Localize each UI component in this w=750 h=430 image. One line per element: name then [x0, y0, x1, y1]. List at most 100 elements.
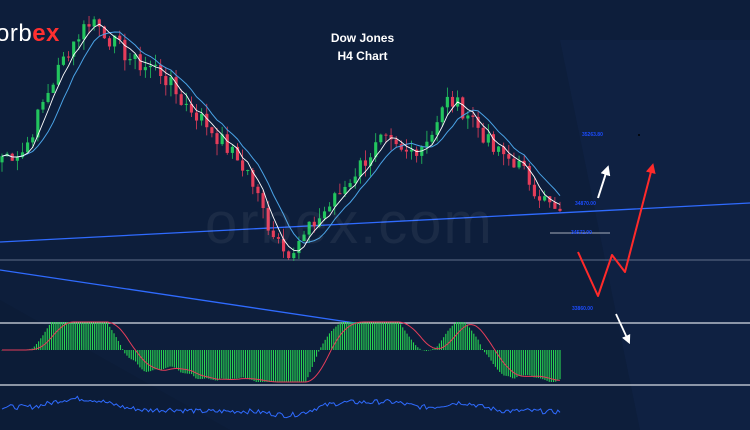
histogram-bar: [35, 344, 38, 350]
candle-body: [338, 193, 342, 195]
histogram-bar: [490, 350, 492, 361]
candle-body: [543, 196, 547, 201]
histogram-bar: [249, 350, 251, 380]
histogram-bar: [98, 322, 100, 350]
histogram-bar: [109, 326, 111, 350]
candle-body: [113, 35, 117, 47]
histogram-bar: [436, 346, 438, 350]
histogram-bar: [238, 350, 240, 379]
candle-body: [184, 103, 188, 105]
candle-body: [102, 26, 106, 39]
candle-body: [502, 146, 506, 155]
histogram-bar: [318, 350, 320, 352]
histogram-bar: [546, 350, 548, 381]
histogram-bar: [74, 322, 76, 350]
histogram-bar: [313, 350, 315, 362]
candle-body: [389, 135, 393, 140]
histogram-bar: [53, 322, 55, 350]
candle-body: [225, 134, 229, 153]
histogram-bar: [264, 350, 266, 382]
histogram-bar: [242, 350, 244, 378]
candle-body: [476, 116, 480, 128]
candle-body: [31, 137, 35, 143]
histogram-bar: [223, 350, 225, 379]
histogram-bar: [44, 331, 46, 350]
histogram-bar: [477, 339, 479, 350]
histogram-bar: [270, 350, 272, 382]
candle-body: [0, 156, 4, 163]
candle-body: [415, 149, 419, 156]
histogram-bar: [206, 350, 208, 379]
histogram-bar: [76, 322, 78, 350]
candle-body: [118, 35, 122, 40]
histogram-bar: [244, 350, 247, 379]
candle-body: [558, 208, 562, 211]
histogram-bar: [365, 322, 367, 350]
histogram-bar: [419, 348, 421, 350]
price-level-label: 33860.00: [572, 306, 593, 312]
histogram-bar: [91, 322, 94, 350]
histogram-bar: [72, 322, 74, 350]
histogram-bar: [219, 350, 221, 380]
histogram-bar: [236, 350, 238, 379]
candle-body: [26, 142, 30, 153]
histogram-bar: [333, 328, 335, 350]
histogram-bar: [85, 322, 87, 350]
histogram-bar: [378, 322, 380, 350]
histogram-bar: [507, 350, 509, 377]
histogram-bar: [193, 350, 195, 377]
candle-body: [36, 109, 40, 138]
histogram-bar: [173, 350, 175, 368]
candle-body: [271, 230, 275, 238]
histogram-bar: [268, 350, 270, 382]
histogram-bar: [328, 333, 331, 350]
candle-body: [169, 77, 173, 86]
histogram-bar: [225, 350, 227, 380]
candle-body: [281, 238, 286, 252]
histogram-bar: [150, 350, 152, 372]
histogram-bar: [481, 349, 483, 350]
histogram-bar: [479, 344, 481, 350]
candle-body: [343, 186, 347, 194]
candle-body: [353, 176, 357, 184]
histogram-bar: [227, 350, 229, 380]
histogram-bar: [475, 336, 477, 350]
candle-body: [307, 221, 311, 235]
background-panel: [560, 40, 750, 430]
histogram-bar: [311, 350, 313, 367]
histogram-bar: [354, 322, 356, 350]
histogram-bar: [473, 333, 475, 350]
histogram-bar: [175, 350, 178, 369]
histogram-bar: [540, 350, 542, 379]
candle-body: [537, 196, 542, 201]
histogram-bar: [320, 347, 322, 350]
candle-body: [230, 146, 234, 153]
histogram-bar: [275, 350, 277, 382]
scenario-down-arrow: [615, 313, 631, 345]
histogram-bar: [48, 324, 50, 350]
macd-signal-line: [2, 321, 561, 383]
histogram-bar: [309, 350, 311, 373]
candle-body: [491, 134, 496, 152]
histogram-bar: [128, 350, 130, 358]
histogram-bar: [66, 322, 68, 350]
histogram-bar: [51, 322, 53, 350]
histogram-bar: [518, 350, 520, 376]
histogram-bar: [169, 350, 171, 367]
histogram-bar: [391, 322, 393, 350]
histogram-bar: [182, 350, 184, 374]
candle-body: [20, 152, 25, 158]
histogram-bar: [445, 333, 447, 350]
candle-body: [553, 202, 557, 209]
histogram-bar: [135, 350, 137, 362]
histogram-bar: [322, 343, 324, 350]
histogram-bar: [359, 322, 361, 350]
histogram-bar: [380, 322, 382, 350]
histogram-bar: [516, 350, 518, 378]
candle-body: [276, 237, 281, 239]
histogram-bar: [456, 322, 458, 350]
candle-body: [200, 113, 204, 121]
candle-body: [15, 157, 19, 161]
histogram-bar: [287, 350, 290, 382]
histogram-bar: [382, 322, 384, 350]
